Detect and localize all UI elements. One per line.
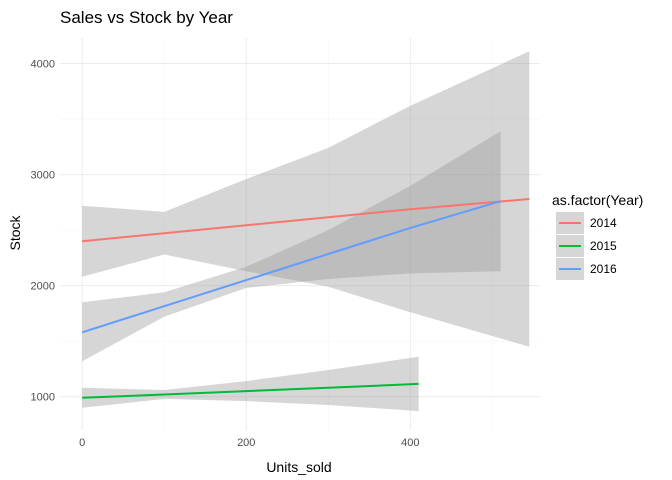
legend: as.factor(Year) 2014 2015 2016: [552, 192, 643, 280]
grid: [60, 38, 540, 430]
fit-line-2014: [82, 198, 530, 243]
x-tick-label: 0: [79, 437, 85, 449]
confidence-bands: [82, 51, 530, 412]
x-axis-title: Units_sold: [266, 459, 331, 475]
y-axis-title: Stock: [7, 214, 23, 250]
legend-label-2015: 2015: [590, 239, 617, 253]
x-tick-label: 200: [237, 437, 255, 449]
confidence-band-2014: [82, 51, 530, 347]
fit-line-2016: [81, 200, 501, 334]
y-tick-label: 2000: [31, 281, 55, 293]
y-tick-label: 3000: [31, 170, 55, 182]
confidence-band-2015: [82, 356, 419, 412]
x-axis-ticks: 0 200 400: [79, 437, 419, 449]
y-axis-ticks: 1000 2000 3000 4000: [31, 59, 55, 404]
y-tick-label: 1000: [31, 392, 55, 404]
legend-label-2014: 2014: [590, 216, 617, 230]
legend-label-2016: 2016: [590, 262, 617, 276]
chart-title: Sales vs Stock by Year: [60, 8, 233, 27]
x-tick-label: 400: [401, 437, 419, 449]
fit-lines: [81, 198, 530, 399]
legend-title: as.factor(Year): [552, 192, 643, 208]
fit-line-2015: [82, 382, 419, 399]
confidence-band-2016: [82, 131, 501, 362]
y-tick-label: 4000: [31, 59, 55, 71]
